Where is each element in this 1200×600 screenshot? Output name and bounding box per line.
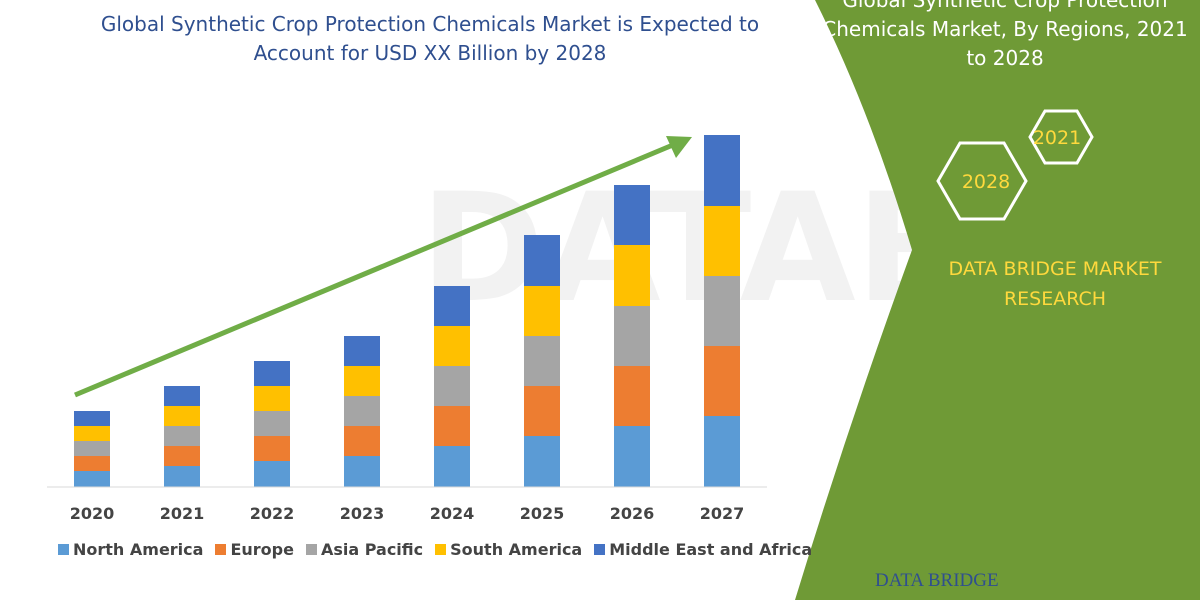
bar-segment	[434, 366, 470, 406]
bar-segment	[524, 286, 560, 336]
bar-segment	[704, 346, 740, 416]
bar-segment	[74, 471, 110, 487]
x-tick-label: 2026	[610, 504, 655, 523]
bar-segment	[254, 436, 290, 461]
bar-segment	[74, 441, 110, 456]
bar-segment	[74, 411, 110, 426]
x-tick-label: 2020	[70, 504, 115, 523]
trend-arrow	[74, 139, 681, 398]
legend-label: Asia Pacific	[320, 540, 424, 559]
bar-segment	[614, 306, 650, 366]
chart-title: Global Synthetic Crop Protection Chemica…	[100, 12, 760, 65]
bar-segment	[74, 456, 110, 471]
legend-label: Europe	[230, 540, 294, 559]
bar-segment	[524, 336, 560, 386]
bar-segment	[164, 406, 200, 426]
x-tick-label: 2021	[160, 504, 205, 523]
legend-label: South America	[450, 540, 583, 559]
x-tick-label: 2024	[430, 504, 475, 523]
legend-label: North America	[73, 540, 204, 559]
bar-segment	[524, 436, 560, 487]
bar-segment	[704, 416, 740, 487]
bar-segment	[74, 426, 110, 441]
bar-segment	[524, 235, 560, 286]
legend: North America Europe Asia Pacific South Ame…	[58, 540, 812, 559]
bar-segment	[704, 135, 740, 206]
bar-segment	[704, 276, 740, 346]
legend-swatch	[215, 544, 227, 555]
bar-segment	[344, 366, 380, 396]
hexagon	[936, 141, 1028, 221]
bar-segment	[434, 406, 470, 446]
x-tick-label: 2023	[340, 504, 385, 523]
legend-swatch	[435, 544, 447, 555]
bar-segment	[164, 446, 200, 466]
bar-segment	[614, 426, 650, 487]
x-tick-label: 2022	[250, 504, 295, 523]
brand: DATA BRIDGE MARKET RESEARCH	[948, 258, 1162, 310]
bar-segment	[164, 426, 200, 446]
hexagon-label: 2028	[962, 171, 1010, 193]
bar-segment	[614, 366, 650, 426]
plot: 2020 2021 2022 2023 2024 2025 2026 2027	[47, 135, 767, 523]
panel-title: Global Synthetic Crop Protection Chemica…	[822, 0, 1188, 70]
bar-segment	[524, 386, 560, 436]
x-tick-label: 2027	[700, 504, 745, 523]
bar-segment	[434, 326, 470, 366]
legend-swatch	[594, 544, 606, 555]
bar-segment	[344, 426, 380, 456]
bar-segment	[254, 411, 290, 436]
legend-item: Asia Pacific	[305, 540, 424, 559]
bar-segment	[164, 386, 200, 406]
x-tick-label: 2025	[520, 504, 565, 523]
legend-item: Europe	[215, 540, 294, 559]
bar-segment	[254, 386, 290, 411]
bar-segment	[254, 361, 290, 386]
legend-label: Middle East and Africa	[609, 540, 813, 559]
bar-segment	[164, 466, 200, 487]
logo: DATA BRIDGE	[875, 570, 999, 591]
hexagon-label: 2021	[1033, 127, 1081, 149]
bar-segment	[614, 185, 650, 245]
bar-segment	[254, 461, 290, 487]
side-panel	[795, 0, 1200, 600]
arrow-head	[666, 136, 692, 158]
bar-segment	[344, 336, 380, 366]
hexagon	[1028, 109, 1094, 165]
bar-segment	[704, 206, 740, 276]
legend-item: North America	[58, 540, 203, 559]
legend-swatch	[58, 544, 69, 555]
bar-segment	[344, 396, 380, 426]
legend-swatch	[305, 544, 317, 555]
legend-item: Middle East and Africa	[594, 540, 812, 559]
bar-segment	[344, 456, 380, 487]
bar-segment	[614, 245, 650, 306]
bar-segment	[434, 446, 470, 487]
bar-segment	[434, 286, 470, 326]
legend-item: South America	[435, 540, 582, 559]
